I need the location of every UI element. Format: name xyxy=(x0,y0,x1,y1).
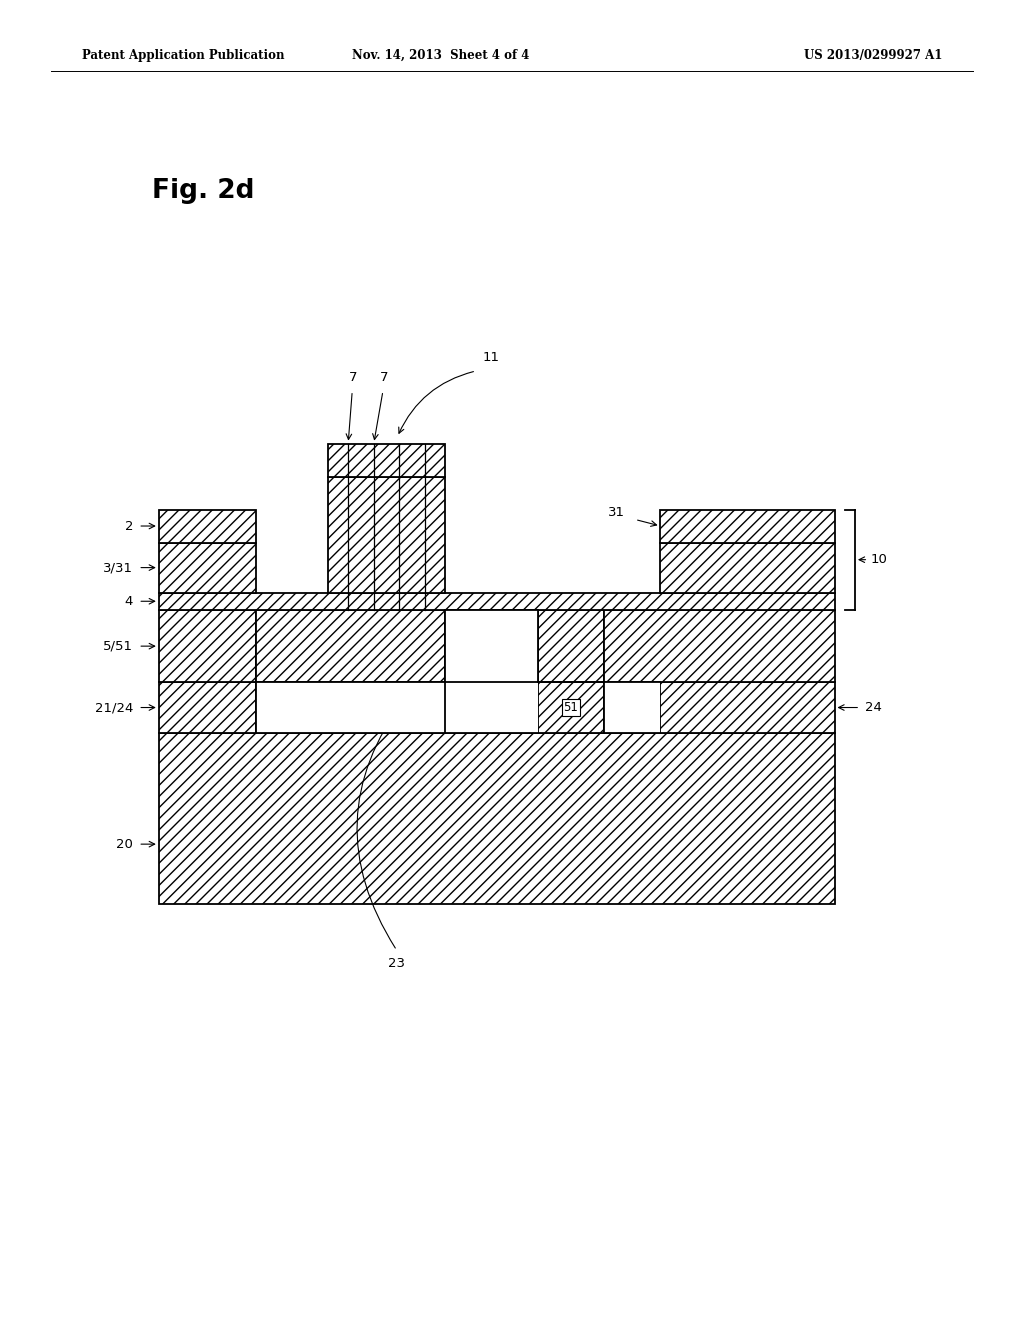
Bar xyxy=(159,733,835,904)
Text: 5/51: 5/51 xyxy=(103,640,133,652)
Bar xyxy=(256,610,445,682)
Bar xyxy=(660,510,835,543)
Bar xyxy=(538,682,604,733)
Bar xyxy=(159,510,256,543)
Text: 24: 24 xyxy=(865,701,882,714)
Bar xyxy=(328,444,445,477)
Bar xyxy=(159,610,256,682)
Text: Patent Application Publication: Patent Application Publication xyxy=(82,49,285,62)
Text: 21/24: 21/24 xyxy=(95,701,133,714)
Text: 23: 23 xyxy=(388,957,406,970)
Bar xyxy=(604,682,660,733)
Text: US 2013/0299927 A1: US 2013/0299927 A1 xyxy=(804,49,942,62)
Text: 20: 20 xyxy=(117,838,133,850)
Bar xyxy=(328,477,445,593)
Bar xyxy=(660,682,835,733)
Text: 31: 31 xyxy=(607,507,625,519)
Text: 4: 4 xyxy=(125,595,133,607)
Bar xyxy=(159,543,256,593)
Text: 11: 11 xyxy=(483,351,500,364)
Bar xyxy=(159,593,835,610)
Text: 3/31: 3/31 xyxy=(103,561,133,574)
Bar xyxy=(256,682,538,733)
Bar xyxy=(161,594,833,609)
Text: Fig. 2d: Fig. 2d xyxy=(152,178,254,205)
Text: 7: 7 xyxy=(380,371,388,384)
Text: Nov. 14, 2013  Sheet 4 of 4: Nov. 14, 2013 Sheet 4 of 4 xyxy=(351,49,529,62)
Text: 10: 10 xyxy=(870,553,887,566)
Text: 2: 2 xyxy=(125,520,133,532)
Bar xyxy=(538,610,604,682)
Text: 7: 7 xyxy=(349,371,357,384)
Bar xyxy=(159,682,256,733)
Bar xyxy=(604,610,835,682)
Bar xyxy=(445,610,538,682)
Bar xyxy=(660,543,835,593)
Text: 51: 51 xyxy=(563,701,579,714)
